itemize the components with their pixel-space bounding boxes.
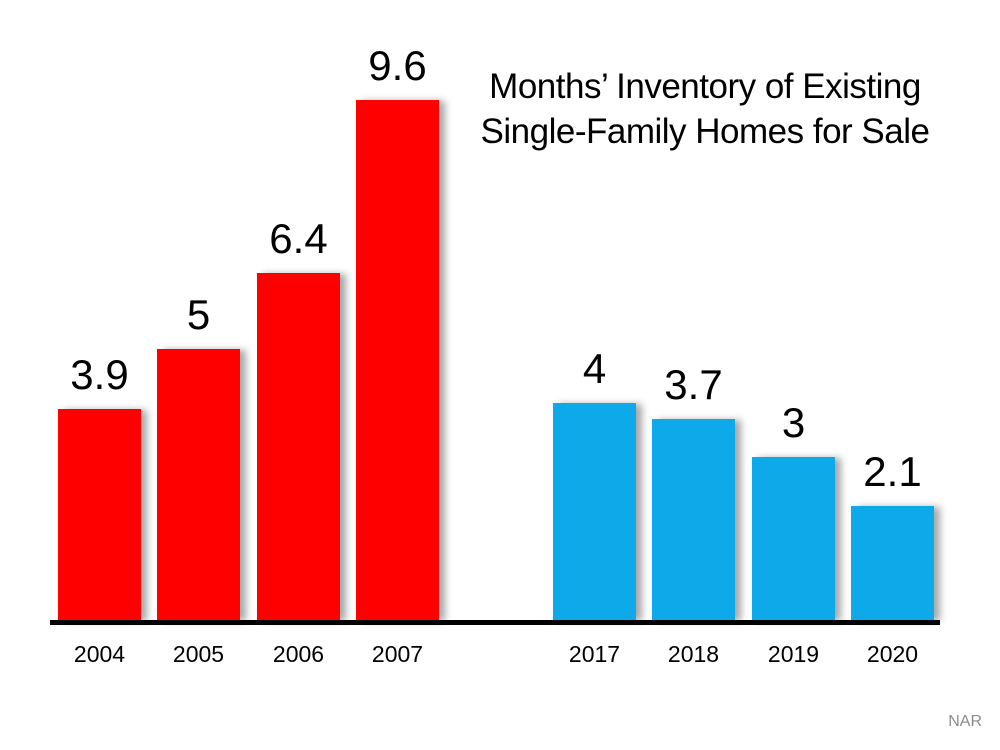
value-label-2005: 5	[186, 291, 211, 338]
year-label-2004: 2004	[73, 641, 126, 667]
bar-2019	[752, 457, 835, 620]
year-label-2005: 2005	[172, 641, 225, 667]
year-label-2018: 2018	[667, 641, 720, 667]
bar-2006	[257, 273, 340, 620]
bar-2004	[58, 409, 141, 620]
year-label-2017: 2017	[568, 641, 621, 667]
chart-title-line-2: Single-Family Homes for Sale	[480, 112, 930, 151]
value-label-2019: 3	[781, 399, 806, 446]
year-label-2007: 2007	[371, 641, 424, 667]
bar-2018	[652, 419, 735, 620]
year-label-2019: 2019	[767, 641, 820, 667]
value-label-2017: 4	[582, 345, 607, 392]
bar-2020	[851, 506, 934, 620]
bar-2017	[553, 403, 636, 620]
year-label-2006: 2006	[272, 641, 325, 667]
chart-title: Months’ Inventory of Existing Single-Fam…	[455, 64, 955, 154]
source-label: NAR	[948, 713, 982, 730]
bar-2005	[157, 349, 240, 620]
value-label-2007: 9.6	[368, 42, 427, 89]
x-axis-line	[50, 620, 940, 625]
value-label-2004: 3.9	[70, 351, 129, 398]
bar-2007	[356, 100, 439, 620]
year-label-2020: 2020	[866, 641, 919, 667]
value-label-2018: 3.7	[664, 361, 723, 408]
value-label-2006: 6.4	[269, 215, 328, 262]
value-label-2020: 2.1	[863, 448, 922, 495]
chart-title-line-1: Months’ Inventory of Existing	[489, 67, 921, 106]
